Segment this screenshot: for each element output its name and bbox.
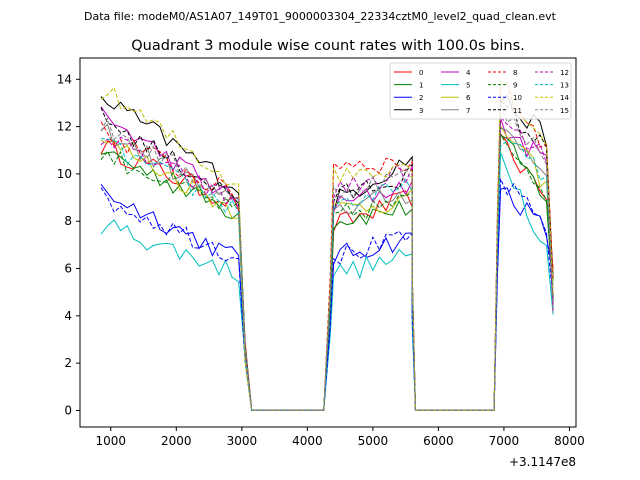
plot-frame	[79, 57, 577, 428]
legend-label-10: 10	[513, 94, 522, 102]
y-tick-label: 10	[57, 167, 72, 181]
series-line-13	[100, 138, 554, 411]
y-tick-label: 4	[64, 309, 72, 323]
legend-label-7: 7	[466, 107, 470, 115]
x-tick-label: 2000	[161, 434, 192, 448]
legend-label-1: 1	[419, 82, 423, 90]
legend-label-9: 9	[513, 82, 517, 90]
y-tick-label: 8	[64, 214, 72, 228]
data-file-label: Data file: modeM0/AS1A07_149T01_90000033…	[84, 10, 557, 23]
series-line-10	[100, 178, 554, 411]
y-tick-label: 14	[57, 72, 72, 86]
series-line-15	[100, 104, 554, 411]
x-tick-label: 1000	[96, 434, 127, 448]
legend-label-2: 2	[419, 94, 423, 102]
legend-label-5: 5	[466, 82, 470, 90]
x-tick-label: 3000	[227, 434, 258, 448]
y-tick-label: 0	[64, 403, 72, 417]
legend-label-12: 12	[560, 69, 569, 77]
x-tick-label: 8000	[554, 434, 585, 448]
legend-label-3: 3	[419, 107, 423, 115]
legend-label-14: 14	[560, 94, 569, 102]
x-offset-label: +3.1147e8	[509, 455, 576, 469]
legend-label-15: 15	[560, 107, 569, 115]
series-layer	[100, 81, 554, 411]
legend-label-4: 4	[466, 69, 471, 77]
legend-label-13: 13	[560, 82, 569, 90]
axis-layer: 1000 2000 3000 4000 5000 6000 7000 800002468101…	[57, 72, 585, 448]
x-tick-label: 6000	[423, 434, 454, 448]
y-tick-label: 6	[64, 262, 72, 276]
y-tick-label: 2	[64, 356, 72, 370]
y-tick-label: 12	[57, 120, 72, 134]
x-tick-label: 5000	[358, 434, 389, 448]
chart-title: Quadrant 3 module wise count rates with …	[131, 38, 525, 54]
legend-label-0: 0	[419, 69, 423, 77]
legend-label-6: 6	[466, 94, 471, 102]
x-tick-label: 7000	[489, 434, 520, 448]
x-tick-label: 4000	[292, 434, 323, 448]
legend-frame	[389, 62, 572, 120]
legend-label-8: 8	[513, 69, 517, 77]
legend-label-11: 11	[513, 107, 522, 115]
